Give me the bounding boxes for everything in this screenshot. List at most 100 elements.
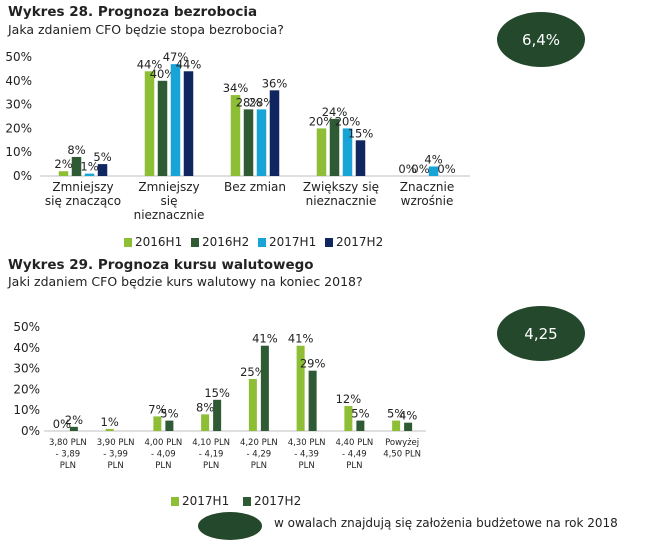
chart1-bar-2016H1 (58, 171, 69, 176)
chart2-data-label: 0% (53, 417, 71, 431)
chart1-legend-swatch-2017H2 (325, 238, 333, 247)
chart2-category-label: 3,80 PLN (49, 438, 87, 448)
chart1-bar-2016H1 (316, 128, 327, 176)
chart2-category-label: PLN (346, 461, 362, 471)
chart2-bar-2017H1 (105, 428, 114, 431)
chart1-ytick-label: 30% (5, 98, 32, 112)
chart1-data-label: 20% (335, 114, 361, 128)
chart2-category-label: - 4,19 (199, 450, 224, 460)
chart2-category-label: - 3,89 (56, 450, 81, 460)
chart2-bar-2017H2 (69, 426, 78, 431)
chart1-data-label: 24% (322, 105, 348, 119)
chart2-ytick-label: 10% (13, 403, 40, 417)
chart2-category-label: - 4,39 (294, 450, 319, 460)
chart1-bar-2016H1 (230, 95, 241, 176)
chart1-category-label: Zmniejszy (138, 180, 199, 194)
chart1-bar-2016H2 (329, 118, 340, 176)
chart1-ytick-label: 0% (13, 169, 32, 183)
chart2-bar-2017H2 (165, 420, 174, 431)
chart2-category-label: 4,10 PLN (192, 438, 230, 448)
chart1-data-label: 4% (424, 152, 442, 166)
chart1-bar-2017H1 (256, 109, 267, 176)
chart2-data-label: 25% (240, 365, 266, 379)
chart2-data-label: 41% (288, 332, 314, 346)
chart1-data-label: 1% (80, 160, 98, 174)
chart1-category-label: Zwiększy się (303, 180, 379, 194)
chart1-data-label: 0% (411, 162, 429, 176)
chart1-legend-label-2017H2: 2017H2 (336, 235, 383, 249)
chart1-category-label: wzrośnie (401, 194, 454, 208)
chart2-ytick-label: 40% (13, 341, 40, 355)
chart2-legend-label-2017H2: 2017H2 (254, 494, 301, 508)
chart1-data-label: 20% (309, 114, 335, 128)
chart2-category-label: Powyżej (385, 438, 419, 448)
chart1-category-label: się znacząco (45, 194, 121, 208)
chart2-bar-2017H2 (404, 422, 413, 431)
chart1-bar-2017H2 (355, 140, 366, 176)
chart2-category-label: 3,90 PLN (97, 438, 135, 448)
chart1-category-label: Bez zmian (224, 180, 286, 194)
chart2-category-label: 4,20 PLN (240, 438, 278, 448)
chart1-title: Wykres 28. Prognoza bezrobocia (8, 4, 258, 20)
oval-legend-symbol (198, 512, 262, 540)
chart2-bar-2017H1 (153, 416, 162, 431)
chart1-data-label: 28% (249, 95, 275, 109)
chart2-bar-2017H2 (356, 420, 365, 431)
chart2-category-label: PLN (203, 461, 219, 471)
chart2-bar-2017H1 (201, 414, 210, 431)
chart2-category-label: 4,00 PLN (144, 438, 182, 448)
chart1-data-label: 0% (437, 162, 455, 176)
chart1-data-label: 0% (398, 162, 416, 176)
chart2-data-label: 8% (196, 400, 214, 414)
chart1-data-label: 40% (150, 67, 176, 81)
chart1-data-label: 5% (93, 150, 111, 164)
chart2-category-label: 4,30 PLN (288, 438, 326, 448)
chart1-bar-2017H1 (342, 128, 353, 176)
chart2-data-label: 41% (252, 332, 278, 346)
chart1-legend-swatch-2017H1 (258, 238, 266, 247)
chart2-data-label: 5% (351, 407, 369, 421)
chart1-data-label: 15% (348, 126, 374, 140)
chart1-bar-2017H1 (170, 64, 181, 176)
chart2-data-label: 1% (101, 415, 119, 429)
chart1-data-label: 34% (223, 81, 249, 95)
chart2-bar-2017H1 (344, 406, 353, 431)
chart2-data-label: 2% (65, 413, 83, 427)
chart1-ytick-label: 40% (5, 74, 32, 88)
chart1-ytick-label: 10% (5, 145, 32, 159)
chart2-category-label: 4,50 PLN (383, 450, 421, 460)
chart2-data-label: 4% (399, 409, 417, 423)
chart2-bar-2017H1 (296, 345, 305, 431)
chart1-data-label: 47% (163, 50, 189, 64)
chart1-ytick-label: 50% (5, 50, 32, 64)
chart1-bar-2017H1 (84, 173, 95, 176)
chart2-category-label: PLN (60, 461, 76, 471)
chart2-bar-2017H2 (260, 345, 269, 431)
chart1-category-label: się (161, 194, 178, 208)
chart2-data-label: 5% (160, 407, 178, 421)
chart2-title: Wykres 29. Prognoza kursu walutowego (8, 257, 314, 273)
chart1-legend-label-2016H2: 2016H2 (202, 235, 249, 249)
chart1-legend-label-2017H1: 2017H1 (269, 235, 316, 249)
chart1-data-label: 28% (236, 95, 262, 109)
chart1-bar-2016H2 (243, 109, 254, 176)
chart1-legend-swatch-2016H2 (191, 238, 199, 247)
chart1-category-label: nieznacznie (134, 208, 205, 222)
chart1-data-label: 8% (67, 143, 85, 157)
chart1-bar-2016H2 (157, 80, 168, 176)
chart2-legend-label-2017H1: 2017H1 (182, 494, 229, 508)
chart1-category-label: Znacznie (400, 180, 454, 194)
chart2-category-label: PLN (299, 461, 315, 471)
chart2-legend-swatch-2017H2 (243, 497, 251, 506)
chart2-category-label: - 4,09 (151, 450, 176, 460)
chart1-ytick-label: 20% (5, 121, 32, 135)
chart2-category-label: PLN (108, 461, 124, 471)
chart2-ytick-label: 20% (13, 382, 40, 396)
chart2-data-label: 15% (204, 386, 230, 400)
chart1-category-label: nieznacznie (306, 194, 377, 208)
chart2-data-label: 29% (300, 357, 326, 371)
chart2-category-label: PLN (155, 461, 171, 471)
chart2-bar-2017H2 (213, 399, 222, 431)
chart2-data-label: 12% (336, 392, 362, 406)
